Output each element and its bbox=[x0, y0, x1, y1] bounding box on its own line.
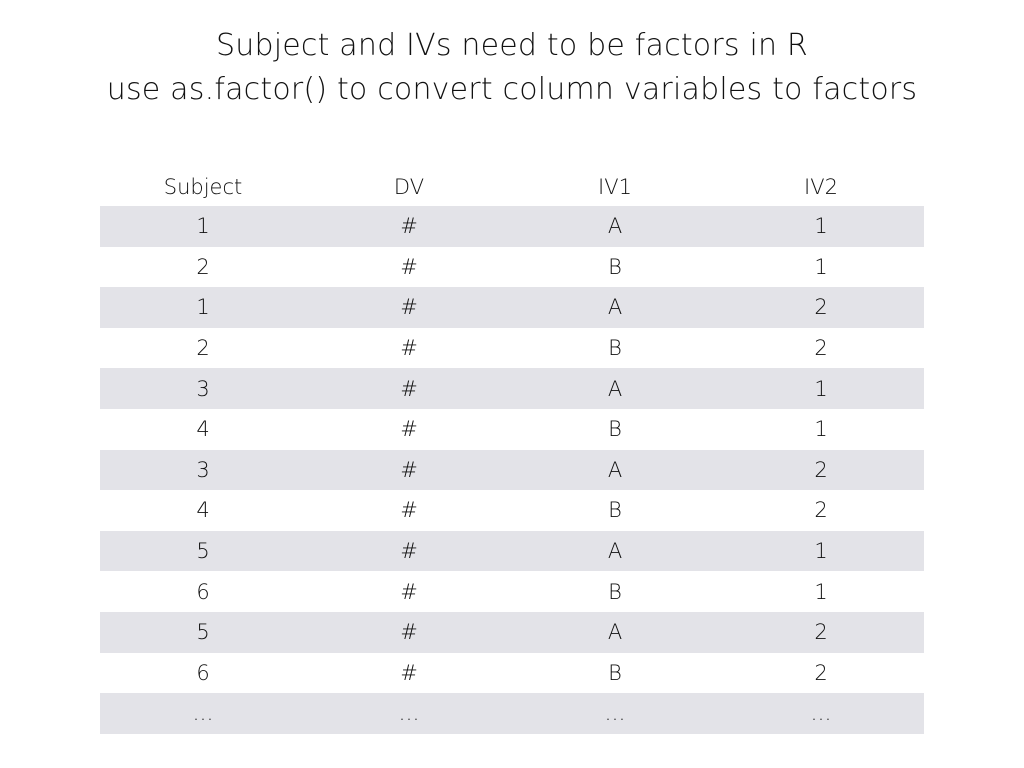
cell-subject: 6 bbox=[196, 579, 210, 604]
cell-iv2: 2 bbox=[814, 660, 828, 685]
slide-title: Subject and IVs need to be factors in R … bbox=[0, 24, 1024, 112]
cell-subject: 2 bbox=[196, 254, 210, 279]
cell-dv: # bbox=[400, 498, 418, 523]
cell-iv2: 2 bbox=[718, 611, 924, 653]
cell-subject: 2 bbox=[196, 336, 210, 361]
table-row: 6 # B 1 bbox=[100, 571, 924, 612]
cell-dv: # bbox=[306, 368, 512, 409]
cell-iv1: A bbox=[512, 206, 718, 247]
cell-iv1: A bbox=[512, 449, 718, 491]
cell-dv: # bbox=[400, 660, 418, 685]
cell-iv1: A bbox=[512, 368, 718, 409]
cell-subject: 1 bbox=[100, 287, 306, 328]
table-row: 5 # A 2 bbox=[100, 611, 924, 653]
cell-iv1: B bbox=[608, 417, 622, 442]
data-table: Subject DV IV1 IV2 1 # A 1 2 # B 1 bbox=[100, 167, 924, 734]
cell-iv2: 2 bbox=[718, 287, 924, 328]
table-row: 2 # B 2 bbox=[100, 328, 924, 369]
header-iv2: IV2 bbox=[804, 174, 838, 199]
cell-subject: 1 bbox=[100, 206, 306, 247]
cell-iv1: A bbox=[512, 287, 718, 328]
table-row: 2 # B 1 bbox=[100, 247, 924, 288]
cell-dv: # bbox=[400, 579, 418, 604]
cell-iv2: 2 bbox=[814, 336, 828, 361]
cell-iv1: B bbox=[608, 498, 622, 523]
table-row: … … … … bbox=[100, 693, 924, 734]
cell-dv: # bbox=[306, 206, 512, 247]
cell-dv: # bbox=[306, 530, 512, 572]
cell-iv2: 1 bbox=[718, 206, 924, 247]
cell-dv: # bbox=[306, 449, 512, 491]
cell-iv2: 1 bbox=[814, 254, 828, 279]
table-row: 1 # A 2 bbox=[100, 287, 924, 328]
table-row: 3 # A 1 bbox=[100, 368, 924, 409]
cell-subject: 3 bbox=[100, 368, 306, 409]
cell-subject: 6 bbox=[196, 660, 210, 685]
header-subject: Subject bbox=[163, 174, 243, 199]
table-row: 6 # B 2 bbox=[100, 653, 924, 694]
cell-dv: # bbox=[400, 336, 418, 361]
cell-subject: 5 bbox=[100, 611, 306, 653]
header-iv1: IV1 bbox=[598, 174, 632, 199]
table-row: 5 # A 1 bbox=[100, 530, 924, 572]
cell-subject: 5 bbox=[100, 530, 306, 572]
cell-dv: # bbox=[306, 611, 512, 653]
cell-subject: 4 bbox=[196, 417, 210, 442]
table-row: 4 # B 2 bbox=[100, 490, 924, 531]
cell-subject: 3 bbox=[100, 449, 306, 491]
cell-iv1: A bbox=[512, 530, 718, 572]
cell-iv1: … bbox=[512, 693, 718, 734]
cell-iv2: 2 bbox=[718, 449, 924, 491]
table-header-row: Subject DV IV1 IV2 bbox=[100, 167, 924, 206]
title-line-2: use as.factor() to convert column variab… bbox=[106, 72, 918, 107]
cell-iv2: 1 bbox=[718, 530, 924, 572]
cell-iv2: 1 bbox=[814, 417, 828, 442]
table-row: 4 # B 1 bbox=[100, 409, 924, 450]
table-row: 3 # A 2 bbox=[100, 449, 924, 491]
data-table-container: Subject DV IV1 IV2 1 # A 1 2 # B 1 bbox=[100, 167, 924, 734]
cell-iv1: B bbox=[608, 254, 622, 279]
cell-iv2: 1 bbox=[814, 579, 828, 604]
table-body: 1 # A 1 2 # B 1 1 # A 2 2 bbox=[100, 206, 924, 734]
cell-iv1: A bbox=[512, 611, 718, 653]
table-row: 1 # A 1 bbox=[100, 206, 924, 247]
cell-iv2: … bbox=[718, 693, 924, 734]
cell-dv: # bbox=[306, 287, 512, 328]
cell-subject: 4 bbox=[196, 498, 210, 523]
cell-iv1: B bbox=[608, 579, 622, 604]
cell-dv: … bbox=[306, 693, 512, 734]
title-line-1: Subject and IVs need to be factors in R bbox=[216, 28, 808, 63]
header-dv: DV bbox=[393, 174, 425, 199]
cell-iv1: B bbox=[608, 660, 622, 685]
cell-iv2: 2 bbox=[814, 498, 828, 523]
cell-dv: # bbox=[400, 417, 418, 442]
cell-iv1: B bbox=[608, 336, 622, 361]
cell-dv: # bbox=[400, 254, 418, 279]
cell-subject: … bbox=[100, 693, 306, 734]
cell-iv2: 1 bbox=[718, 368, 924, 409]
